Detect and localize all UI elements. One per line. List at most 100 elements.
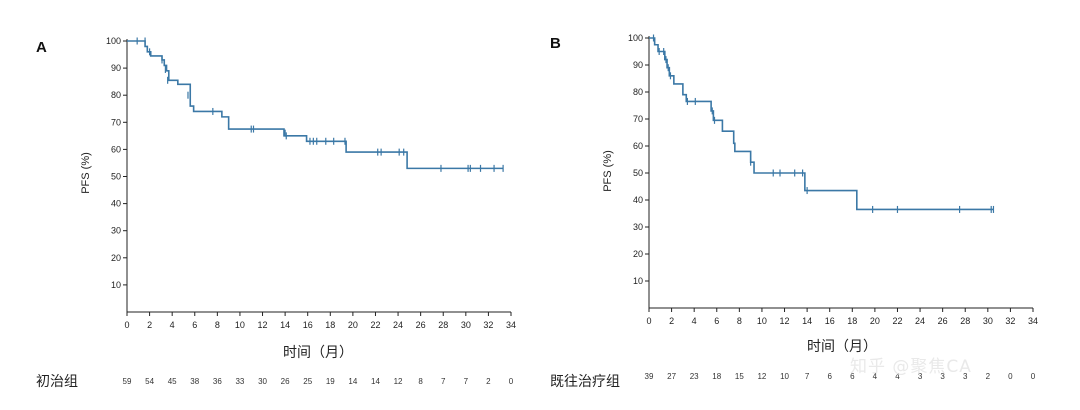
panel-b-x-tick-label: 32 bbox=[1005, 316, 1015, 326]
panel-b-at-risk-count: 10 bbox=[780, 372, 789, 381]
panel-b-x-tick-label: 6 bbox=[714, 316, 719, 326]
panel-b-survival-curve bbox=[649, 37, 994, 211]
panel-b-at-risk-count: 0 bbox=[1031, 372, 1036, 381]
panel-b-x-axis-label: 时间（月） bbox=[807, 339, 877, 355]
panel-a-x-tick-label: 24 bbox=[393, 320, 403, 330]
panel-a-x-tick-label: 26 bbox=[416, 320, 426, 330]
panel-a-at-risk-count: 19 bbox=[326, 377, 335, 386]
panel-a-x-tick-label: 12 bbox=[258, 320, 268, 330]
panel-b-at-risk-count: 4 bbox=[895, 372, 900, 381]
panel-a-y-axis-label: PFS (%) bbox=[80, 152, 92, 194]
panel-b-y-axis-label: PFS (%) bbox=[602, 150, 614, 192]
panel-b-risk-group-label: 既往治疗组 bbox=[550, 374, 620, 390]
panel-a-x-tick-label: 6 bbox=[192, 320, 197, 330]
panel-b-x-tick-label: 4 bbox=[692, 316, 697, 326]
panel-a-y-tick-label: 100 bbox=[106, 36, 121, 46]
panel-b-x-tick-label: 22 bbox=[892, 316, 902, 326]
panel-b-at-risk-count: 12 bbox=[757, 372, 766, 381]
panel-a-at-risk-count: 12 bbox=[394, 377, 403, 386]
panel-b: B PFS (%) 时间（月） 既往治疗组 0 2 4 6 8 10 12 14 16 18 20 2… bbox=[550, 33, 1038, 390]
panel-a-y-tick-label: 60 bbox=[111, 144, 121, 154]
panel-a-x-tick-label: 22 bbox=[370, 320, 380, 330]
panel-a-x-tick-label: 8 bbox=[215, 320, 220, 330]
panel-a-letter: A bbox=[36, 39, 47, 56]
panel-a-x-tick-label: 4 bbox=[170, 320, 175, 330]
panel-a-at-risk-count: 25 bbox=[303, 377, 312, 386]
panel-a-at-risk-count: 14 bbox=[348, 377, 357, 386]
panel-a-y-tick-label: 40 bbox=[111, 199, 121, 209]
panel-a-y-tick-label: 30 bbox=[111, 226, 121, 236]
panel-b-at-risk-count: 3 bbox=[963, 372, 968, 381]
panel-b-y-tick-label: 10 bbox=[633, 276, 643, 286]
panel-b-at-risk-count: 27 bbox=[667, 372, 676, 381]
panel-b-x-tick-label: 34 bbox=[1028, 316, 1038, 326]
panel-a-at-risk-count: 36 bbox=[213, 377, 222, 386]
panel-a-y-tick-label: 90 bbox=[111, 63, 121, 73]
panel-a-risk-row: 59 54 45 38 36 33 30 26 25 19 14 14 12 8 7 7 2 0 bbox=[123, 377, 514, 386]
panel-b-x-tick-label: 30 bbox=[983, 316, 993, 326]
panel-a-at-risk-count: 14 bbox=[371, 377, 380, 386]
watermark-text: 知乎 @聚焦CA bbox=[850, 357, 972, 377]
panel-a-y-tick-label: 20 bbox=[111, 253, 121, 263]
panel-a-axes: 0 2 4 6 8 10 12 14 16 18 20 22 24 26 28 30 32 34102030405… bbox=[106, 36, 516, 330]
panel-b-at-risk-count: 18 bbox=[712, 372, 721, 381]
panel-a-x-tick-label: 16 bbox=[303, 320, 313, 330]
panel-b-y-tick-label: 70 bbox=[633, 114, 643, 124]
panel-b-y-tick-label: 40 bbox=[633, 195, 643, 205]
panel-b-x-tick-label: 18 bbox=[847, 316, 857, 326]
panel-b-at-risk-count: 6 bbox=[850, 372, 855, 381]
panel-b-at-risk-count: 3 bbox=[918, 372, 923, 381]
panel-a-at-risk-count: 0 bbox=[509, 377, 514, 386]
panel-b-y-tick-label: 20 bbox=[633, 249, 643, 259]
panel-b-y-tick-label: 50 bbox=[633, 168, 643, 178]
panel-a: A PFS (%) 时间（月） 初治组 0 2 4 6 8 10 12 14 16 18 20 22 2… bbox=[36, 36, 516, 390]
panel-a-marks bbox=[127, 37, 504, 172]
panel-b-risk-row: 39 27 23 18 15 12 10 7 6 6 4 4 3 3 3 2 0 0 bbox=[645, 372, 1036, 381]
panel-b-at-risk-count: 4 bbox=[873, 372, 878, 381]
panel-b-x-tick-label: 26 bbox=[938, 316, 948, 326]
panel-b-x-tick-label: 12 bbox=[780, 316, 790, 326]
panel-a-y-tick-label: 50 bbox=[111, 172, 121, 182]
panel-a-at-risk-count: 54 bbox=[145, 377, 154, 386]
panel-a-x-tick-label: 28 bbox=[438, 320, 448, 330]
panel-a-y-tick-label: 10 bbox=[111, 280, 121, 290]
panel-a-survival-curve bbox=[127, 40, 504, 170]
panel-a-at-risk-count: 7 bbox=[441, 377, 446, 386]
panel-a-at-risk-count: 7 bbox=[464, 377, 469, 386]
panel-b-x-tick-label: 10 bbox=[757, 316, 767, 326]
panel-a-x-tick-label: 30 bbox=[461, 320, 471, 330]
panel-b-y-tick-label: 80 bbox=[633, 87, 643, 97]
panel-a-x-tick-label: 18 bbox=[325, 320, 335, 330]
panel-a-at-risk-count: 45 bbox=[168, 377, 177, 386]
panel-b-at-risk-count: 2 bbox=[986, 372, 991, 381]
panel-b-at-risk-count: 7 bbox=[805, 372, 810, 381]
panel-b-x-tick-label: 16 bbox=[825, 316, 835, 326]
panel-b-x-tick-label: 2 bbox=[669, 316, 674, 326]
panel-b-y-tick-label: 100 bbox=[628, 33, 643, 43]
panel-b-axes: 0 2 4 6 8 10 12 14 16 18 20 22 24 26 28 30 32 34102030405… bbox=[628, 33, 1038, 326]
panel-a-y-tick-label: 70 bbox=[111, 117, 121, 127]
panel-a-y-tick-label: 80 bbox=[111, 90, 121, 100]
panel-b-x-tick-label: 28 bbox=[960, 316, 970, 326]
panel-b-at-risk-count: 15 bbox=[735, 372, 744, 381]
panel-b-y-tick-label: 60 bbox=[633, 141, 643, 151]
panel-a-at-risk-count: 33 bbox=[235, 377, 244, 386]
panel-b-at-risk-count: 0 bbox=[1008, 372, 1013, 381]
panel-b-marks bbox=[649, 34, 995, 213]
panel-b-at-risk-count: 39 bbox=[645, 372, 654, 381]
panel-a-x-axis-label: 时间（月） bbox=[283, 345, 353, 361]
panel-a-risk-group-label: 初治组 bbox=[36, 373, 78, 390]
panel-b-x-tick-label: 8 bbox=[737, 316, 742, 326]
panel-a-at-risk-count: 59 bbox=[123, 377, 132, 386]
panel-a-x-tick-label: 32 bbox=[483, 320, 493, 330]
panel-b-x-tick-label: 24 bbox=[915, 316, 925, 326]
panel-b-y-tick-label: 30 bbox=[633, 222, 643, 232]
panel-b-x-tick-label: 14 bbox=[802, 316, 812, 326]
panel-a-x-tick-label: 20 bbox=[348, 320, 358, 330]
panel-a-x-tick-label: 10 bbox=[235, 320, 245, 330]
panel-a-x-tick-label: 34 bbox=[506, 320, 516, 330]
panel-a-at-risk-count: 2 bbox=[486, 377, 491, 386]
panel-a-at-risk-count: 38 bbox=[190, 377, 199, 386]
panel-b-letter: B bbox=[550, 35, 561, 52]
